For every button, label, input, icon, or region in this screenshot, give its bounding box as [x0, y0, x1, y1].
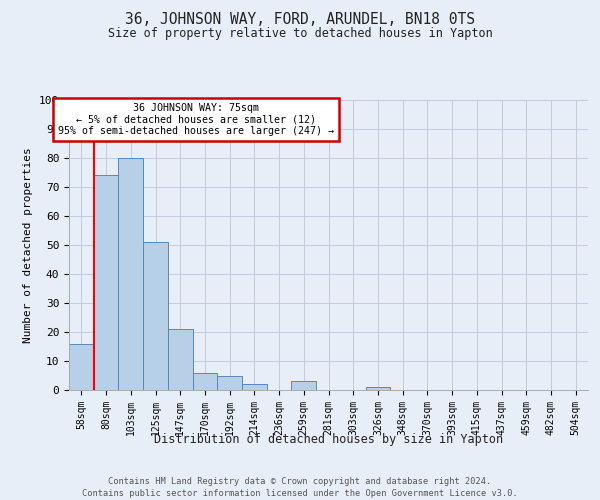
Bar	[118, 158, 143, 390]
Text: Size of property relative to detached houses in Yapton: Size of property relative to detached ho…	[107, 28, 493, 40]
Bar	[292, 382, 316, 390]
Text: 36, JOHNSON WAY, FORD, ARUNDEL, BN18 0TS: 36, JOHNSON WAY, FORD, ARUNDEL, BN18 0TS	[125, 12, 475, 28]
Text: Distribution of detached houses by size in Yapton: Distribution of detached houses by size …	[154, 432, 503, 446]
Bar	[217, 376, 242, 390]
Text: Contains HM Land Registry data © Crown copyright and database right 2024.: Contains HM Land Registry data © Crown c…	[109, 478, 491, 486]
Y-axis label: Number of detached properties: Number of detached properties	[23, 147, 34, 343]
Bar	[143, 242, 168, 390]
Bar	[242, 384, 267, 390]
Bar	[365, 387, 390, 390]
Bar	[168, 329, 193, 390]
Bar	[193, 372, 217, 390]
Text: 36 JOHNSON WAY: 75sqm
← 5% of detached houses are smaller (12)
95% of semi-detac: 36 JOHNSON WAY: 75sqm ← 5% of detached h…	[58, 103, 334, 136]
Text: Contains public sector information licensed under the Open Government Licence v3: Contains public sector information licen…	[82, 489, 518, 498]
Bar	[94, 176, 118, 390]
Bar	[69, 344, 94, 390]
